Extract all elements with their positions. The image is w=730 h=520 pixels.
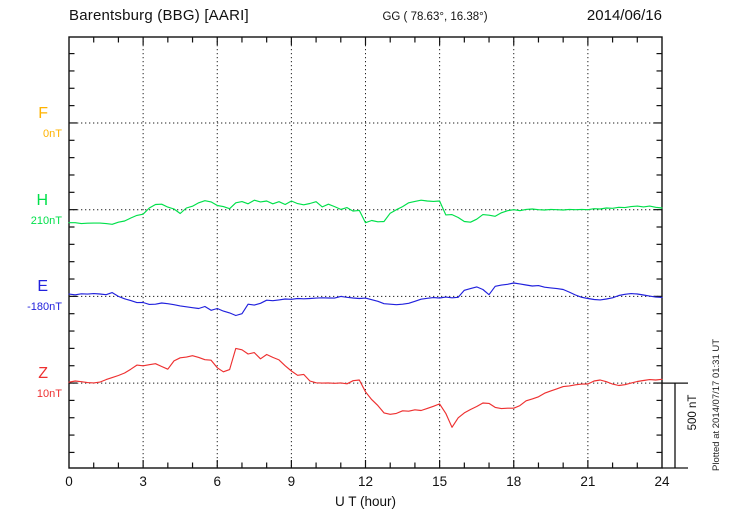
component-label-F: F xyxy=(38,105,48,122)
axis-ticks xyxy=(69,37,662,468)
x-axis-tick-9: 9 xyxy=(287,474,296,489)
x-axis-tick-15: 15 xyxy=(432,474,448,489)
component-label-H: H xyxy=(36,191,48,209)
component-label-Z: Z xyxy=(38,365,48,383)
component-baseline-E: -180nT xyxy=(27,301,62,314)
scale-bar xyxy=(662,382,688,469)
x-axis-tick-6: 6 xyxy=(213,474,222,489)
station-title: Barentsburg (BBG) [AARI] xyxy=(69,7,249,24)
plotted-timestamp-note: Plotted at 2014/07/17 01:31 UT xyxy=(711,338,722,471)
x-axis-tick-21: 21 xyxy=(580,474,596,489)
x-axis-tick-24: 24 xyxy=(654,474,670,489)
component-label-E: E xyxy=(37,278,48,296)
component-baseline-H: 210nT xyxy=(30,214,62,227)
dotted-gridlines xyxy=(69,37,662,468)
component-baseline-F: 0nT xyxy=(43,128,62,140)
x-axis-tick-3: 3 xyxy=(139,474,147,489)
geographic-coordinates: GG ( 78.63°, 16.38°) xyxy=(382,11,488,23)
plot-date: 2014/06/16 xyxy=(586,7,662,24)
scale-bar-label: 500 nT xyxy=(687,394,699,431)
plot-frame xyxy=(68,36,663,469)
trace-E xyxy=(68,282,663,317)
trace-Z xyxy=(68,347,663,428)
x-axis-tick-12: 12 xyxy=(357,474,374,489)
trace-H xyxy=(68,199,663,225)
x-axis-tick-18: 18 xyxy=(506,474,522,489)
component-baseline-Z: 10nT xyxy=(36,388,62,401)
x-axis-title: U T (hour) xyxy=(334,494,397,509)
x-axis-tick-0: 0 xyxy=(65,474,73,489)
